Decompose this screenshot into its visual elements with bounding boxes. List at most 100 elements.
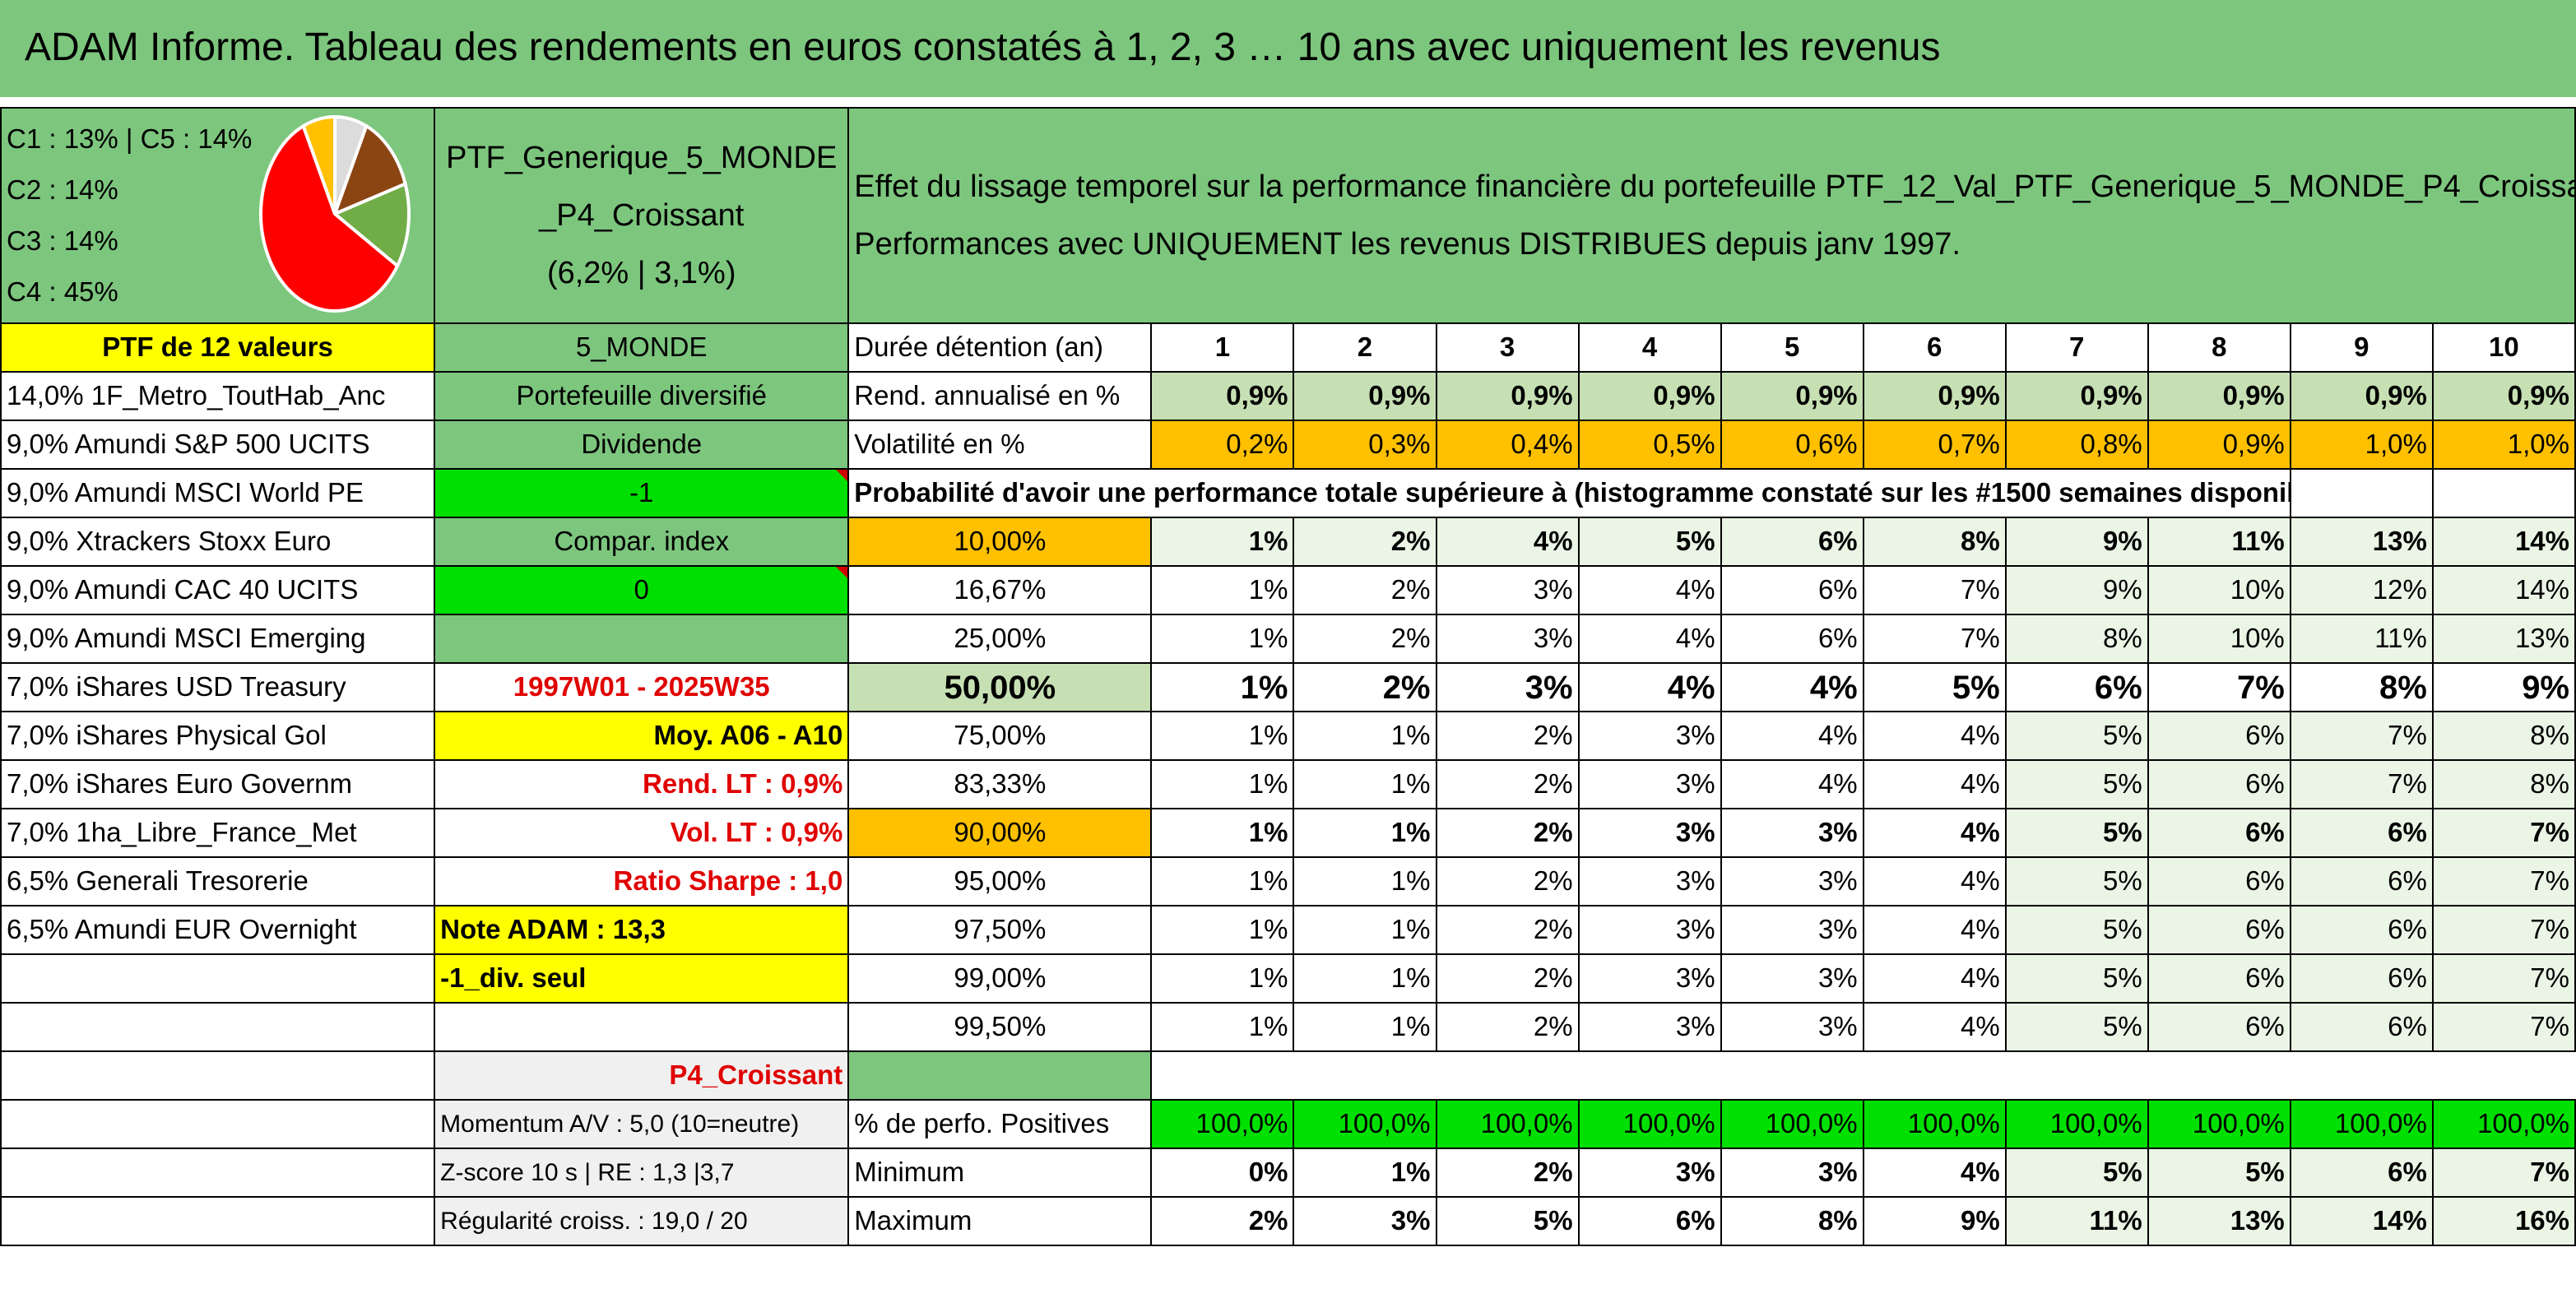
quantile-value: 1%: [1293, 1002, 1437, 1052]
quantile-value: 4%: [1720, 711, 1864, 761]
quantile-value: 6%: [2147, 759, 2291, 809]
quantile-value: 4%: [1862, 759, 2007, 809]
minimum-value: 7%: [2431, 1148, 2576, 1198]
quantile-value: 5%: [2004, 953, 2149, 1004]
maximum-value: 11%: [2004, 1196, 2149, 1246]
pie-slice: [332, 181, 411, 269]
quantile-label: 50,00%: [847, 662, 1153, 712]
maximum-value: 16%: [2431, 1196, 2576, 1246]
quantile-value: 6%: [2289, 856, 2434, 906]
quantile-label: 25,00%: [847, 614, 1153, 664]
quantile-value: 2%: [1435, 808, 1580, 858]
page-title: ADAM Informe. Tableau des rendements en …: [25, 26, 1941, 69]
quantile-value: 7%: [2431, 905, 2576, 955]
pie-legend-item: C3 : 14%: [7, 225, 118, 256]
volatility-label: Volatilité en %: [847, 420, 1153, 470]
minimum-value: 3%: [1720, 1148, 1864, 1198]
quantile-value: 4%: [1862, 711, 2007, 761]
year-header: 4: [1577, 322, 1722, 373]
year-header: 1: [1150, 322, 1295, 373]
pie-slice: [259, 123, 400, 313]
quantile-value: 6%: [2147, 808, 2291, 858]
maximum-value: 2%: [1150, 1196, 1295, 1246]
quantile-value: 5%: [2004, 711, 2149, 761]
quantile-label: 97,50%: [847, 905, 1153, 955]
quantile-value: 1%: [1150, 517, 1295, 567]
quantile-value: 5%: [1577, 517, 1722, 567]
quantile-label: 99,00%: [847, 953, 1153, 1004]
quantile-label: 99,50%: [847, 1002, 1153, 1052]
quantile-value: 4%: [1862, 856, 2007, 906]
quantile-value: 7%: [2431, 953, 2576, 1004]
quantile-value: 7%: [2431, 808, 2576, 858]
quantile-value: 3%: [1577, 808, 1722, 858]
quantile-value: 6%: [2289, 1002, 2434, 1052]
holding-row: 9,0% Amundi S&P 500 UCITS: [0, 420, 436, 470]
volatility-value: 0,7%: [1862, 420, 2007, 470]
quantile-value: 1%: [1150, 662, 1295, 712]
quantile-value: 1%: [1150, 905, 1295, 955]
positive-value: 100,0%: [2004, 1099, 2149, 1149]
positive-label: % de perfo. Positives: [847, 1099, 1153, 1149]
holding-row: 9,0% Amundi MSCI Emerging: [0, 614, 436, 664]
annual-return-value: 0,9%: [2147, 371, 2291, 421]
maximum-value: 3%: [1293, 1196, 1437, 1246]
pie-legend-item: C4 : 45%: [7, 276, 118, 307]
annual-return-value: 0,9%: [1862, 371, 2007, 421]
report-sheet: C1 : 13% | C5 : 14% C2 : 14% C3 : 14% C4…: [0, 107, 2576, 1275]
quantile-value: 3%: [1720, 1002, 1864, 1052]
zscore-label: Z-score 10 s | RE : 1,3 |3,7: [434, 1148, 850, 1198]
quantile-value: 4%: [1577, 662, 1722, 712]
quantile-value: 1%: [1293, 759, 1437, 809]
holding-row: 7,0% iShares USD Treasury: [0, 662, 436, 712]
quantile-value: 11%: [2289, 614, 2434, 664]
long-term-return: Rend. LT : 0,9%: [434, 759, 850, 809]
quantile-value: 9%: [2004, 565, 2149, 615]
minimum-label: Minimum: [847, 1148, 1153, 1198]
holding-row: 7,0% iShares Euro Governm: [0, 759, 436, 809]
quantile-value: 6%: [2147, 905, 2291, 955]
empty-cell: [434, 614, 850, 664]
holding-row: 9,0% Amundi MSCI World PE: [0, 468, 436, 518]
quantile-value: 1%: [1150, 856, 1295, 906]
report-table: C1 : 13% | C5 : 14% C2 : 14% C3 : 14% C4…: [0, 107, 2576, 1246]
quantile-value: 1%: [1293, 905, 1437, 955]
holding-row: 7,0% 1ha_Libre_France_Met: [0, 808, 436, 858]
quantile-value: 1%: [1150, 614, 1295, 664]
quantile-value: 6%: [2004, 662, 2149, 712]
quantile-value: 9%: [2431, 662, 2576, 712]
quantile-value: 2%: [1293, 517, 1437, 567]
quantile-value: 5%: [2004, 905, 2149, 955]
quantile-value: 1%: [1150, 759, 1295, 809]
zone-label: 5_MONDE: [434, 322, 850, 373]
quantile-value: 3%: [1720, 953, 1864, 1004]
year-header: 10: [2431, 322, 2576, 373]
quantile-value: 13%: [2431, 614, 2576, 664]
quantile-value: 2%: [1293, 565, 1437, 615]
quantile-value: 7%: [1862, 614, 2007, 664]
quantile-value: 3%: [1720, 808, 1864, 858]
positive-value: 100,0%: [1293, 1099, 1437, 1149]
quantile-value: 6%: [2289, 953, 2434, 1004]
year-header: 5: [1720, 322, 1864, 373]
quantile-value: 7%: [1862, 565, 2007, 615]
pie-legend-cell: C1 : 13% | C5 : 14% C2 : 14% C3 : 14% C4…: [0, 107, 436, 324]
quantile-value: 3%: [1435, 565, 1580, 615]
holding-row: 9,0% Xtrackers Stoxx Euro: [0, 517, 436, 567]
portfolio-name-cell: PTF_Generique_5_MONDE_P4_Croissant (6,2%…: [434, 107, 850, 324]
quantile-value: 4%: [1577, 565, 1722, 615]
portfolio-size-label: PTF de 12 valeurs: [0, 322, 436, 373]
quantile-value: 6%: [2147, 953, 2291, 1004]
minimum-value: 1%: [1293, 1148, 1437, 1198]
holding-row: 6,5% Amundi EUR Overnight: [0, 905, 436, 955]
holding-row: 9,0% Amundi CAC 40 UCITS: [0, 565, 436, 615]
pie-slice: [301, 114, 337, 215]
quantile-value: 3%: [1577, 759, 1722, 809]
volatility-value: 0,2%: [1150, 420, 1295, 470]
maximum-value: 5%: [1435, 1196, 1580, 1246]
minimum-value: 4%: [1862, 1148, 2007, 1198]
quantile-label: 10,00%: [847, 517, 1153, 567]
quantile-value: 5%: [2004, 1002, 2149, 1052]
annual-return-value: 0,9%: [1720, 371, 1864, 421]
annual-return-label: Rend. annualisé en %: [847, 371, 1153, 421]
